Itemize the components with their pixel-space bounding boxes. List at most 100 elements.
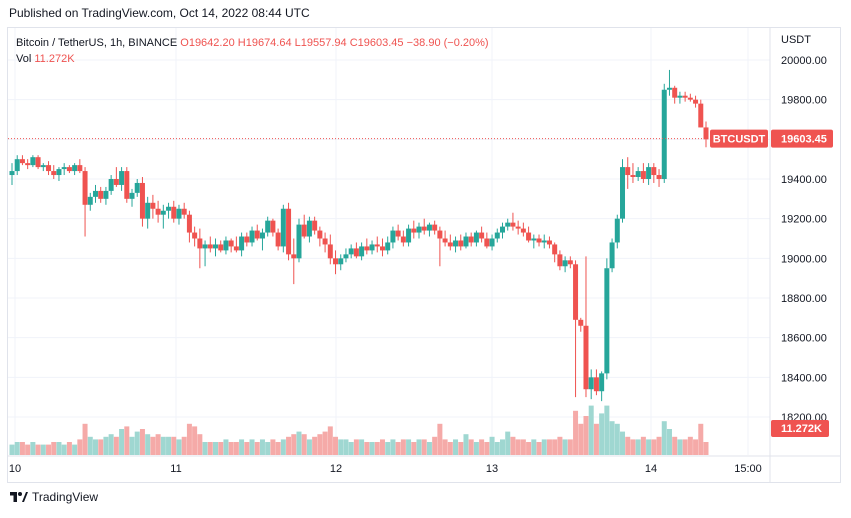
tradingview-logo-icon[interactable] (10, 491, 28, 503)
candle-body (124, 171, 130, 199)
candle (139, 177, 145, 227)
candle (536, 234, 542, 247)
candle-body (677, 95, 683, 98)
open-value: O19642.20 (180, 37, 235, 49)
candle-body (541, 240, 547, 243)
candle-body (25, 163, 31, 166)
candle-body (635, 171, 641, 178)
candle-body (666, 87, 672, 90)
volume-bar (510, 436, 516, 455)
candle (9, 163, 15, 185)
volume-bar (207, 442, 213, 455)
candle (25, 159, 31, 170)
volume-bar (651, 439, 657, 455)
symbol-label[interactable]: Bitcoin / TetherUS, 1h, BINANCE (16, 37, 178, 49)
candle-body (254, 230, 260, 239)
candle (379, 238, 385, 257)
candle-body (286, 208, 292, 255)
candle-body (77, 165, 83, 172)
candle (348, 244, 354, 259)
volume-bar (98, 439, 104, 455)
candle (119, 167, 125, 191)
candle-body (160, 210, 166, 215)
candle (223, 236, 229, 255)
volume-bar (103, 436, 109, 455)
candle (484, 232, 490, 249)
candle (359, 242, 365, 261)
candle (646, 163, 652, 185)
candle (677, 91, 683, 104)
low-value: L19557.94 (294, 37, 347, 49)
candle-body (333, 258, 339, 265)
candle (113, 167, 119, 187)
candle (609, 238, 615, 273)
brand-name[interactable]: TradingView (32, 490, 99, 504)
candle-body (494, 232, 500, 239)
candle-body (505, 222, 511, 227)
candle (66, 165, 72, 174)
volume-bar (458, 442, 464, 455)
volume-bar (166, 436, 172, 455)
candle (108, 175, 114, 195)
candle-body (593, 377, 599, 392)
candle (693, 95, 699, 108)
volume-bar (343, 439, 349, 455)
volume-bar (698, 423, 704, 455)
candle-body (682, 95, 688, 98)
candle (155, 200, 161, 223)
volume-bar (150, 436, 156, 455)
candle (698, 99, 704, 128)
candle (364, 238, 370, 255)
candle-body (233, 246, 239, 251)
candle-body (207, 244, 213, 249)
candle-body (421, 226, 427, 231)
candle-body (192, 232, 198, 239)
volume-bar (693, 439, 699, 455)
candle-body (510, 222, 516, 227)
volume-bar (56, 442, 62, 455)
candle (463, 232, 469, 249)
candle (150, 194, 156, 219)
candle-body (92, 190, 98, 197)
candle (338, 254, 344, 271)
time-tick-label: 12 (330, 463, 342, 475)
volume-bar (604, 405, 610, 455)
volume-bar (463, 434, 469, 455)
volume-bar (202, 442, 208, 455)
candle-body (437, 230, 443, 239)
candle-body (400, 236, 406, 243)
candle (406, 224, 412, 247)
volume-bar (186, 423, 192, 455)
candle-body (463, 236, 469, 247)
candle-body (489, 238, 495, 247)
volume-label[interactable]: Vol (16, 53, 32, 65)
candle-body (536, 238, 542, 243)
candle-body (244, 236, 250, 243)
candle-body (458, 240, 464, 247)
candle (134, 179, 140, 197)
candle (599, 371, 605, 402)
candle (473, 230, 479, 247)
candle-body (609, 242, 615, 269)
volume-bar (40, 444, 46, 455)
candle (453, 236, 459, 253)
candle-body (562, 260, 568, 267)
candle-body (599, 373, 605, 392)
candle (614, 214, 620, 249)
volume-bar (197, 434, 203, 455)
time-tick-label: 13 (486, 463, 498, 475)
candle-body (374, 244, 380, 247)
candle-body (129, 192, 135, 199)
volume-bar (640, 436, 646, 455)
volume-bars (9, 405, 709, 455)
time-tick-label: 14 (645, 463, 657, 475)
volume-bar (218, 442, 224, 455)
candle-body (275, 232, 281, 247)
candle (635, 167, 641, 181)
candle (369, 240, 375, 255)
candle (296, 218, 302, 263)
candle (541, 234, 547, 249)
candle (625, 157, 631, 189)
volume-bar (25, 444, 31, 455)
